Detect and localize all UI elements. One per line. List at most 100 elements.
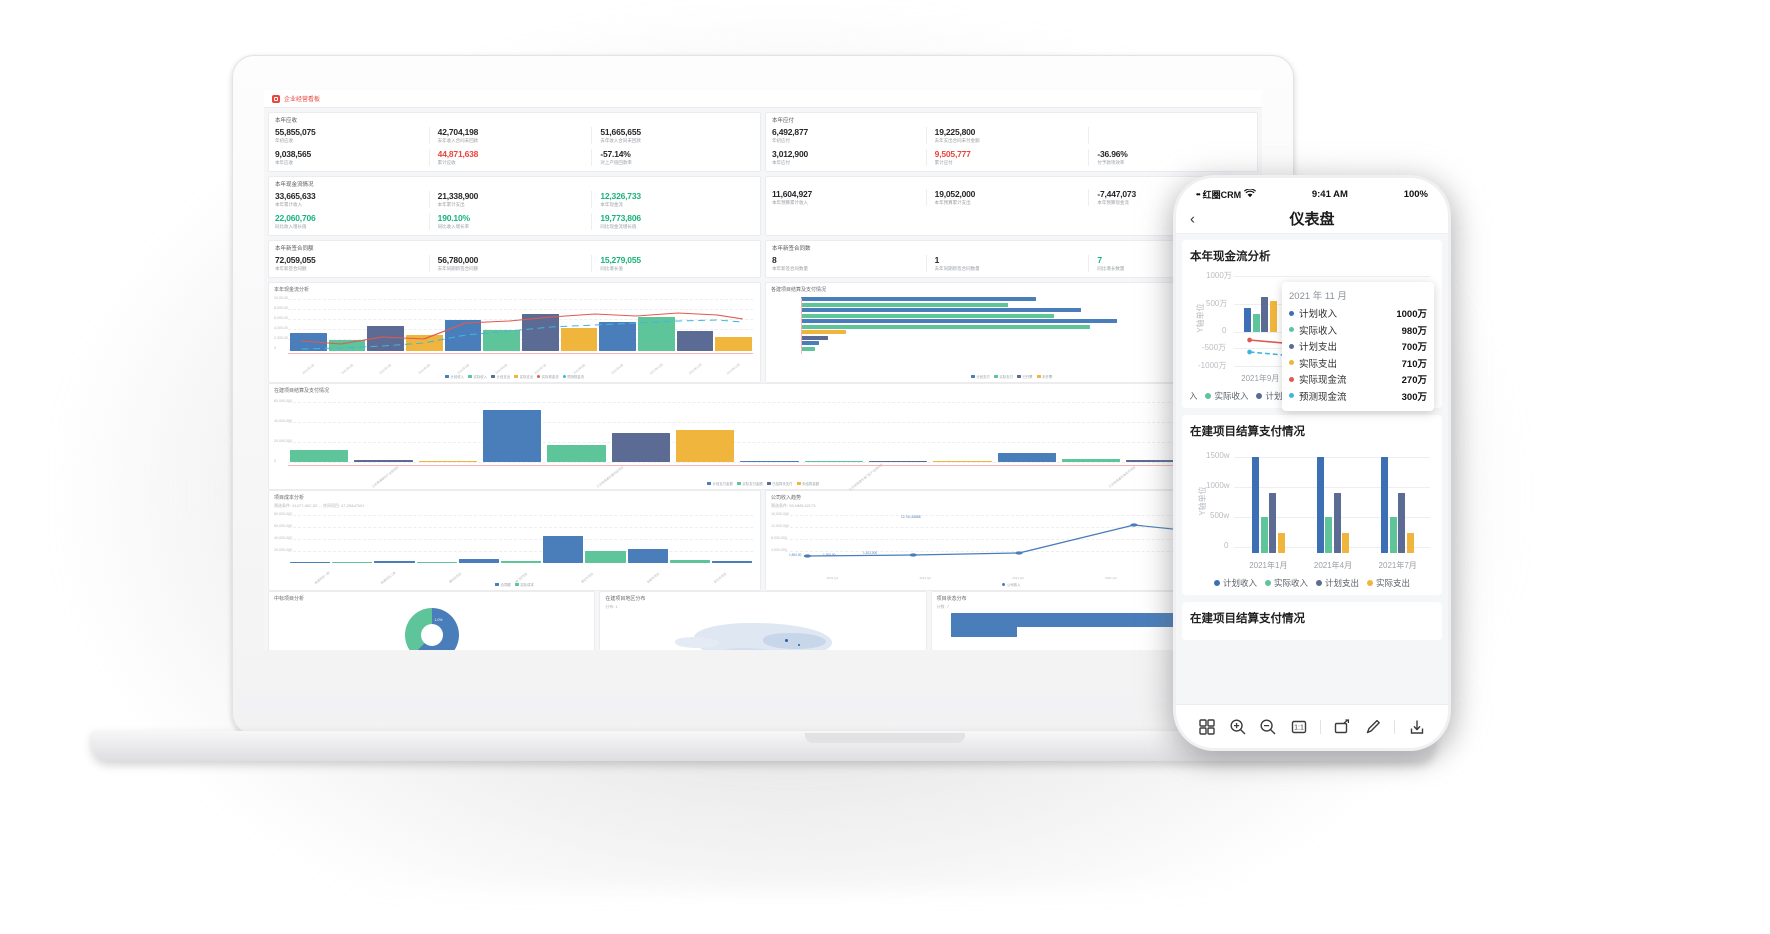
kpi-label: 去年同期新签合同额 [437,266,479,271]
legend-item[interactable]: 预测现金流 [562,374,584,379]
kpi-value: 190.10% [437,213,470,223]
legend-swatch [514,583,519,586]
y-tick: 60,000,000 [274,399,292,403]
y-axis-label: Y轴单位 [1198,486,1208,516]
x-tick: 2021 Q3 [1012,576,1024,580]
chart-cost-analysis[interactable]: 项目成本分析 筛选条件: 41477,46C,52 ... 合同项目: 47,2… [268,490,761,591]
bar-series [290,299,753,351]
legend-label: 计划支付金额 [712,482,733,486]
status-time: 9:41 AM [1311,188,1348,200]
legend-item[interactable]: 计划支出 [1316,577,1359,589]
kpi-item: 72,059,055 本年新签合同额 [275,255,429,272]
kpi-item: 15,279,055 同比增长值 [591,255,754,272]
legend-item[interactable]: 实际支出 [514,374,533,379]
card-settlement-payment-2[interactable]: 在建项目结算支付情况 [1182,602,1442,640]
hbar-row [801,308,1252,312]
grid-icon[interactable] [1198,718,1216,736]
one-to-one-icon[interactable]: 1:1 [1290,718,1308,736]
legend-swatch [707,482,711,485]
legend-item[interactable]: 实际支付 [993,374,1013,379]
card-title: 本年现金流分析 [1190,251,1271,263]
x-tick: 2021年4月 [1313,561,1353,570]
chart-settlement-horizontal[interactable]: 各建项目结算及支付情况 [765,282,1258,383]
legend-item[interactable]: 实际收入 [467,374,488,379]
y-tick: 500w [1210,511,1230,520]
carrier-label: 红圈CRM [1202,189,1242,200]
legend-item[interactable]: 合同额 [495,582,511,587]
y-tick: 4,000,00 [274,326,288,330]
bar-series [1236,453,1430,553]
slice-label: 1.0% [434,618,443,622]
kpi-panel-payable: 本年应付 6,492,877 年初应付 19,225,800 去年支出合同未付金… [765,112,1258,172]
kpi-label: 本年新签合同数量 [772,266,808,271]
tooltip-name: 实际收入 [1299,325,1338,337]
kpi-value: 22,060,706 [275,213,316,223]
crop-icon[interactable] [1333,718,1351,736]
phone-device: •• 红圈CRM 9:41 AM 100% ‹ 仪表盘 本年现金流分析 1000… [1176,178,1448,748]
legend-item[interactable]: 实际支出 [1367,577,1410,589]
y-tick: 8,000,000 [771,536,787,540]
legend-item[interactable]: 计划支出 [491,374,510,379]
legend-item[interactable]: 实际收入 [1264,577,1308,589]
legend-label: 计划支出 [496,375,511,379]
kpi-label: 本年累计支出 [437,202,465,207]
panel-heading: 本年应付 [772,118,795,124]
card-cashflow-analysis[interactable]: 本年现金流分析 1000万 500万 0 -500万 -1000万 Y轴单位 [1182,240,1442,411]
legend-item[interactable]: 计划支付 [970,374,990,379]
chart-cashflow-analysis[interactable]: 本年现金流分析 10,00,00 8,000,00 6,000,00 4,000… [268,282,761,383]
tooltip-value: 980万 [1401,325,1427,337]
legend-item[interactable]: 计划收入 [1190,390,1197,402]
legend-label: 已结算未支付 [772,482,793,486]
y-tick: 4,000,000 [771,548,787,552]
tooltip-dot [1289,327,1294,332]
legend-label: 实际现金流 [541,375,559,379]
chart-region-map[interactable]: 在建项目地区分布 分布: 1 0 80 [599,591,927,650]
legend-item[interactable]: 已结算未支付 [766,481,793,486]
legend-item[interactable]: 实际现金流 [537,374,559,379]
plot-area: 80,000,000 60,000,000 40,000,000 20,000,… [274,511,755,585]
zoom-out-icon[interactable] [1259,718,1277,736]
legend-item[interactable]: 已开票 [1016,374,1033,379]
kpi-value: 19,225,800 [934,127,976,137]
legend-item[interactable]: 计划收入 [1213,577,1257,589]
legend-item[interactable]: 未开票 [1036,374,1052,379]
legend-label: 计划支付 [976,375,990,379]
chart-income-trend[interactable]: 公司收入趋势 筛选条件: 55,NM5,62173 16,000,000 12,… [765,490,1258,591]
legend-item[interactable]: 公司收入 [1002,582,1021,587]
download-icon[interactable] [1408,718,1426,736]
legend-item[interactable]: 计划支付金额 [707,481,733,486]
chart-bid-pie[interactable]: 中标项目分析 1.0% 0.023% 中标 未中标 [268,591,596,650]
chevron-left-icon[interactable]: ‹ [1190,210,1195,227]
legend-label: 实际成本 [520,583,534,587]
chart-settlement-vertical[interactable]: 在建项目结算及支付情况 60,000,000 40,000,000 20,000… [268,383,1258,492]
phone-scroll-content[interactable]: 本年现金流分析 1000万 500万 0 -500万 -1000万 Y轴单位 [1176,234,1448,704]
zoom-in-icon[interactable] [1229,718,1247,736]
tooltip-row: 计划支出 700万 [1289,339,1427,353]
legend-label: 计划收入 [1222,578,1257,588]
pencil-icon[interactable] [1364,718,1382,736]
kpi-label: 同比现金流增长值 [600,224,637,229]
kpi-item: 11,604,927 本年预算累计收入 [772,189,926,206]
charts-row-3: 项目成本分析 筛选条件: 41477,46C,52 ... 合同项目: 47,2… [268,490,1258,591]
kpi-value: 6,492,877 [772,127,809,137]
kpi-label: 本年现金流 [600,202,623,207]
kpi-group: 3,012,900 本年应付 9,505,777 累计应付 -36.96% 付予… [766,149,1257,171]
svg-text:1:1: 1:1 [1294,724,1304,731]
kpi-panel-new-contract-amount: 本年新签合同额 72,059,055 本年新签合同额 56,780,000 去年… [268,240,761,278]
kpi-value: 12,326,733 [600,191,641,201]
legend-item[interactable]: 实际支付金额 [736,481,763,486]
legend-item[interactable]: 未结算金额 [796,481,819,486]
kpi-value: 33,665,633 [275,191,316,201]
tooltip-row: 实际现金流 270万 [1289,372,1427,386]
legend-label: 实际收入 [473,375,488,379]
kpi-item: 56,780,000 去年同期新签合同额 [428,255,592,272]
legend-item[interactable]: 实际成本 [514,582,534,587]
legend-item[interactable]: 实际收入 [1205,390,1248,402]
y-tick: 20,000,000 [274,548,292,552]
card-settlement-payment[interactable]: 在建项目结算支付情况 1500w 1000w 500w 0 Y轴单位 [1182,415,1442,595]
kpi-label: 同比收入增长率 [437,224,470,229]
legend-item[interactable]: 计划收入 [444,374,464,379]
x-tick: 2021年1月 [1249,561,1288,570]
kpi-item: 22,060,706 同比收入增长值 [275,213,429,230]
card-title: 在建项目结算支付情况 [1190,613,1305,625]
